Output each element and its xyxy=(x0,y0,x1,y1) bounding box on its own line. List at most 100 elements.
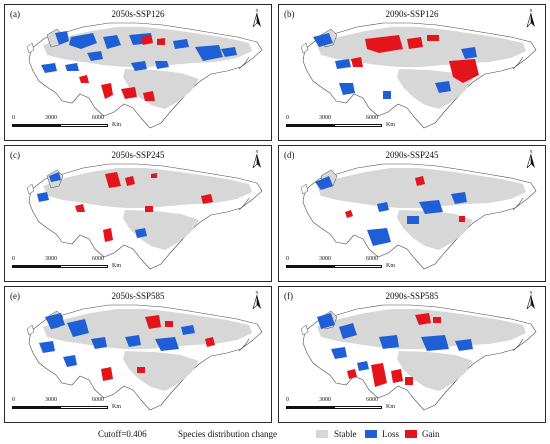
north-label: N xyxy=(529,290,533,295)
map-panel-f: (f) 2090s-SSP585 N 0 3000 6000 Km xyxy=(278,286,546,423)
north-label: N xyxy=(255,149,259,154)
stable-region xyxy=(317,168,526,208)
map-panel-e: (e) 2050s-SSP585 N 0 3000 6000 Km xyxy=(4,286,272,423)
scale-bar: 0 3000 6000 Km xyxy=(286,397,406,417)
scale-tick: 0 xyxy=(12,256,15,262)
panel-title: 2050s-SSP126 xyxy=(111,9,165,19)
north-label: N xyxy=(255,290,259,295)
scale-tick: 6000 xyxy=(92,397,104,403)
scale-tick: 6000 xyxy=(366,256,378,262)
loss-patches xyxy=(39,313,195,367)
north-arrow-icon xyxy=(526,154,535,168)
scale-tick: 6000 xyxy=(92,115,104,121)
north-arrow: N xyxy=(250,8,264,28)
north-arrow: N xyxy=(250,149,264,169)
scale-tick: 6000 xyxy=(366,115,378,121)
map-panel-a: (a) 2050s-SSP126 N 0 3000 6000 Km xyxy=(4,4,272,141)
north-arrow: N xyxy=(524,149,538,169)
japan xyxy=(238,338,250,352)
scale-unit: Km xyxy=(386,122,395,128)
scale-bar: 0 3000 6000 Km xyxy=(12,397,132,417)
scale-bar: 0 3000 6000 Km xyxy=(286,115,406,135)
legend-swatch-loss xyxy=(365,430,377,438)
britain xyxy=(300,324,309,336)
north-label: N xyxy=(255,8,259,13)
japan xyxy=(238,56,250,70)
north-arrow-icon xyxy=(252,295,261,309)
north-arrow: N xyxy=(524,8,538,28)
legend-label-gain: Gain xyxy=(422,429,440,439)
north-arrow-icon xyxy=(526,13,535,27)
panel-title: 2050s-SSP245 xyxy=(111,150,165,160)
scale-tick: 3000 xyxy=(45,115,57,121)
loss-patches xyxy=(313,33,477,99)
stable-region-south xyxy=(123,351,199,391)
north-arrow: N xyxy=(250,290,264,310)
loss-patches xyxy=(37,172,147,238)
north-arrow-icon xyxy=(252,13,261,27)
scale-tick: 3000 xyxy=(319,256,331,262)
legend-swatch-stable xyxy=(316,430,328,438)
eurasia-map xyxy=(300,163,537,270)
map-panel-b: (b) 2090s-SSP126 N 0 3000 6000 Km xyxy=(278,4,546,141)
scale-unit: Km xyxy=(112,263,121,269)
panel-label: (e) xyxy=(10,291,20,301)
eurasia-map xyxy=(300,304,537,411)
legend-label-stable: Stable xyxy=(334,429,357,439)
scale-tick: 3000 xyxy=(319,115,331,121)
japan xyxy=(512,197,524,211)
scale-unit: Km xyxy=(112,404,121,410)
panel-title: 2090s-SSP585 xyxy=(385,291,439,301)
gain-patches xyxy=(351,35,479,83)
legend-title: Species distribution change xyxy=(178,429,277,439)
stable-region-south xyxy=(123,69,199,109)
panel-title: 2090s-SSP126 xyxy=(385,9,439,19)
japan xyxy=(512,338,524,352)
eurasia-map xyxy=(26,163,263,270)
panel-label: (a) xyxy=(10,9,20,19)
eurasia-map xyxy=(300,22,537,129)
north-arrow-icon xyxy=(526,295,535,309)
scale-unit: Km xyxy=(112,122,121,128)
loss-patches xyxy=(317,313,473,371)
north-arrow-icon xyxy=(252,154,261,168)
eurasia-map xyxy=(26,304,263,411)
stable-region xyxy=(43,168,252,208)
legend: Cutoff=0.406 Species distribution change… xyxy=(0,425,550,444)
gain-patches xyxy=(101,315,215,381)
north-arrow: N xyxy=(524,290,538,310)
gain-patches xyxy=(75,172,213,242)
cutoff-label: Cutoff=0.406 xyxy=(98,429,147,439)
scale-tick: 0 xyxy=(286,256,289,262)
scale-tick: 6000 xyxy=(366,397,378,403)
gain-patches xyxy=(79,35,165,101)
scale-unit: Km xyxy=(386,263,395,269)
panel-label: (f) xyxy=(284,291,293,301)
legend-swatch-gain xyxy=(405,430,417,438)
scale-unit: Km xyxy=(386,404,395,410)
scale-tick: 6000 xyxy=(92,256,104,262)
scale-tick: 0 xyxy=(286,397,289,403)
panel-label: (b) xyxy=(284,9,295,19)
britain xyxy=(300,42,309,54)
stable-region-south xyxy=(397,69,473,109)
scale-tick: 3000 xyxy=(319,397,331,403)
north-label: N xyxy=(529,149,533,154)
scale-bar: 0 3000 6000 Km xyxy=(12,256,132,276)
north-label: N xyxy=(529,8,533,13)
panel-title: 2090s-SSP245 xyxy=(385,150,439,160)
japan xyxy=(238,197,250,211)
stable-region-south xyxy=(123,210,199,250)
panel-label: (d) xyxy=(284,150,295,160)
loss-patches xyxy=(315,176,467,246)
japan xyxy=(512,56,524,70)
loss-patches xyxy=(41,31,237,73)
map-panel-c: (c) 2050s-SSP245 N 0 3000 6000 Km xyxy=(4,145,272,282)
map-panel-d: (d) 2090s-SSP245 N 0 3000 6000 Km xyxy=(278,145,546,282)
stable-region xyxy=(317,309,526,349)
britain xyxy=(300,183,309,195)
scale-tick: 3000 xyxy=(45,256,57,262)
britain xyxy=(26,183,35,195)
gain-patches xyxy=(347,313,441,387)
britain xyxy=(26,324,35,336)
